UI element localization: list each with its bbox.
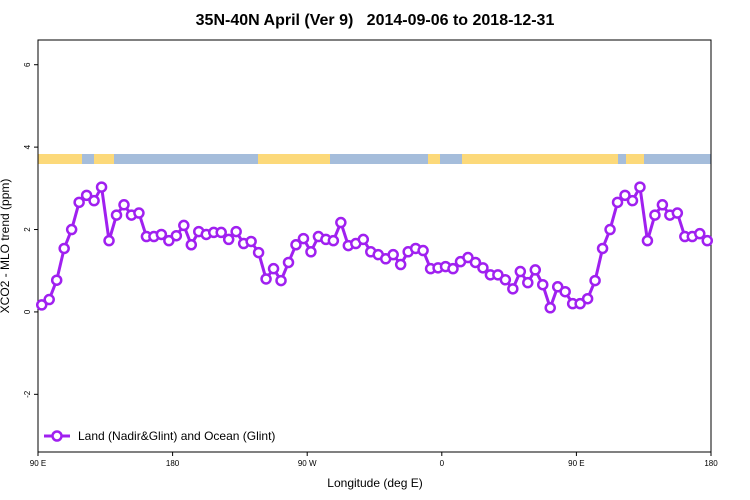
land-band xyxy=(626,154,644,164)
y-tick-label: -2 xyxy=(23,390,32,398)
data-point xyxy=(551,281,564,293)
data-point xyxy=(559,285,571,298)
data-point xyxy=(260,273,272,285)
land-band xyxy=(38,154,82,164)
x-tick-label: 90 E xyxy=(30,459,46,468)
data-point xyxy=(626,194,639,207)
y-tick-label: 0 xyxy=(23,309,32,314)
data-point xyxy=(649,209,661,221)
data-point xyxy=(694,227,706,240)
land-band xyxy=(462,154,618,164)
y-tick-label: 2 xyxy=(23,227,32,232)
chart-title: 35N-40N April (Ver 9) 2014-09-06 to 2018… xyxy=(196,12,555,29)
data-point xyxy=(387,248,399,261)
data-point xyxy=(611,196,624,209)
data-point xyxy=(252,246,265,259)
data-point xyxy=(641,234,654,247)
data-point xyxy=(357,233,370,246)
x-tick-label: 90 W xyxy=(298,459,317,468)
data-point xyxy=(335,216,347,229)
data-point xyxy=(619,189,631,202)
x-tick-label: 180 xyxy=(704,459,718,468)
data-point xyxy=(447,262,459,275)
data-point xyxy=(596,242,609,255)
data-point xyxy=(155,228,168,241)
data-point xyxy=(185,239,198,251)
data-point xyxy=(462,251,474,264)
data-point xyxy=(267,262,280,275)
legend-marker xyxy=(51,430,63,442)
data-point xyxy=(245,235,257,248)
data-point xyxy=(671,207,684,219)
data-point xyxy=(50,274,63,286)
data-point xyxy=(88,194,100,207)
data-point xyxy=(133,207,145,219)
data-point xyxy=(529,264,542,276)
land-band xyxy=(94,154,114,164)
data-point xyxy=(110,209,123,221)
ocean-band xyxy=(38,154,711,164)
data-point xyxy=(103,234,115,247)
data-point xyxy=(73,196,85,209)
data-point xyxy=(170,229,183,242)
plot-frame xyxy=(37,39,712,453)
data-point xyxy=(65,223,78,236)
legend-label: Land (Nadir&Glint) and Ocean (Glint) xyxy=(78,429,275,443)
x-tick-label: 180 xyxy=(166,459,180,468)
data-point xyxy=(499,274,512,286)
data-point xyxy=(574,297,586,310)
y-tick-label: 4 xyxy=(23,144,32,149)
land-band xyxy=(258,154,330,164)
y-tick-label: 6 xyxy=(23,62,32,67)
data-point xyxy=(230,225,242,238)
x-axis-label: Longitude (deg E) xyxy=(327,476,422,490)
data-point xyxy=(297,232,310,245)
data-point xyxy=(492,269,504,281)
data-point xyxy=(275,274,287,287)
data-point xyxy=(118,199,130,211)
data-point xyxy=(80,189,93,202)
data-point xyxy=(701,234,714,247)
data-point xyxy=(305,246,317,258)
data-point xyxy=(163,234,175,247)
data-point xyxy=(477,262,489,274)
data-point xyxy=(514,265,527,278)
data-point xyxy=(589,274,601,287)
data-point xyxy=(604,223,616,236)
data-point xyxy=(327,234,340,247)
y-axis-label: XCO2 - MLO trend (ppm) xyxy=(0,179,12,314)
data-point xyxy=(544,302,556,314)
data-point xyxy=(43,293,55,306)
data-point xyxy=(290,239,302,251)
data-point xyxy=(222,233,235,246)
data-point xyxy=(469,256,482,269)
data-point xyxy=(522,276,534,289)
land-ocean-strip xyxy=(38,154,711,164)
data-point xyxy=(417,244,429,257)
data-point xyxy=(581,292,594,305)
data-point xyxy=(537,278,549,291)
x-tick-label: 0 xyxy=(440,459,445,468)
data-point xyxy=(35,299,48,311)
data-point xyxy=(215,226,227,239)
data-point xyxy=(178,219,190,232)
data-point xyxy=(58,242,70,255)
data-point xyxy=(507,283,519,295)
data-point xyxy=(634,181,646,193)
data-point xyxy=(282,256,295,269)
data-point xyxy=(394,258,407,271)
data-point xyxy=(95,181,108,193)
data-point xyxy=(656,199,669,211)
land-band xyxy=(428,154,440,164)
x-tick-label: 90 E xyxy=(568,459,584,468)
